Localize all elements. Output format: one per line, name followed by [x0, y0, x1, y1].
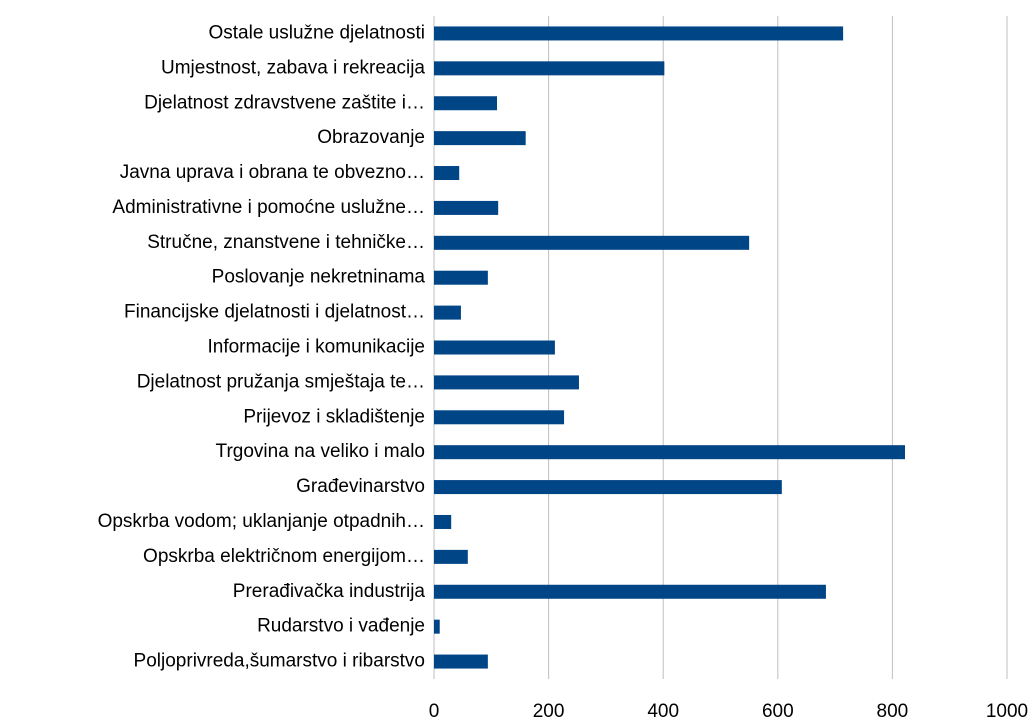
bar: [434, 270, 488, 285]
y-tick-label: Ostale uslužne djelatnosti: [208, 22, 425, 43]
y-tick-label: Trgovina na veliko i malo: [216, 441, 425, 462]
x-tick-label: 800: [877, 701, 909, 722]
x-tick-label: 0: [429, 701, 440, 722]
y-tick-label: Rudarstvo i vađenje: [257, 616, 425, 637]
bar: [434, 26, 844, 41]
y-tick-label: Poslovanje nekretninama: [212, 267, 426, 288]
y-tick-label: Prijevoz i skladištenje: [243, 406, 425, 427]
bar: [434, 619, 440, 634]
y-tick-label: Javna uprava i obrana te obvezno…: [120, 162, 425, 183]
bar: [434, 200, 499, 215]
y-tick-label: Stručne, znanstvene i tehničke…: [147, 232, 425, 253]
y-tick-label: Građevinarstvo: [296, 476, 425, 497]
y-tick-label: Djelatnost pružanja smještaja te…: [137, 371, 425, 392]
y-tick-label: Prerađivačka industrija: [233, 581, 426, 602]
bar: [434, 340, 555, 355]
bar: [434, 514, 452, 529]
bar: [434, 654, 488, 669]
y-tick-label: Umjestnost, zabava i rekreacija: [161, 57, 425, 78]
y-tick-label: Obrazovanje: [317, 127, 425, 148]
x-tick-label: 400: [647, 701, 679, 722]
x-tick-label: 600: [762, 701, 794, 722]
bar: [434, 166, 460, 181]
bar: [434, 480, 782, 495]
x-tick-label: 200: [533, 701, 565, 722]
bar: [434, 445, 906, 460]
bar: [434, 61, 665, 76]
bar: [434, 96, 498, 111]
y-tick-label: Poljoprivreda,šumarstvo i ribarstvo: [134, 651, 425, 672]
bar: [434, 410, 565, 425]
y-tick-label: Financijske djelatnosti i djelatnost…: [124, 302, 425, 323]
y-tick-label: Informacije i komunikacije: [207, 337, 425, 358]
y-tick-label: Administrativne i pomoćne uslužne…: [112, 197, 425, 218]
bar: [434, 584, 826, 599]
bar: [434, 305, 461, 320]
bar: [434, 375, 579, 390]
bar: [434, 131, 526, 146]
x-tick-label: 1000: [986, 701, 1028, 722]
bar: [434, 549, 468, 564]
y-tick-label: Opskrba električnom energijom…: [143, 546, 425, 567]
y-tick-label: Opskrba vodom; uklanjanje otpadnih…: [98, 511, 425, 532]
bar: [434, 235, 750, 250]
y-tick-label: Djelatnost zdravstvene zaštite i…: [144, 92, 425, 113]
